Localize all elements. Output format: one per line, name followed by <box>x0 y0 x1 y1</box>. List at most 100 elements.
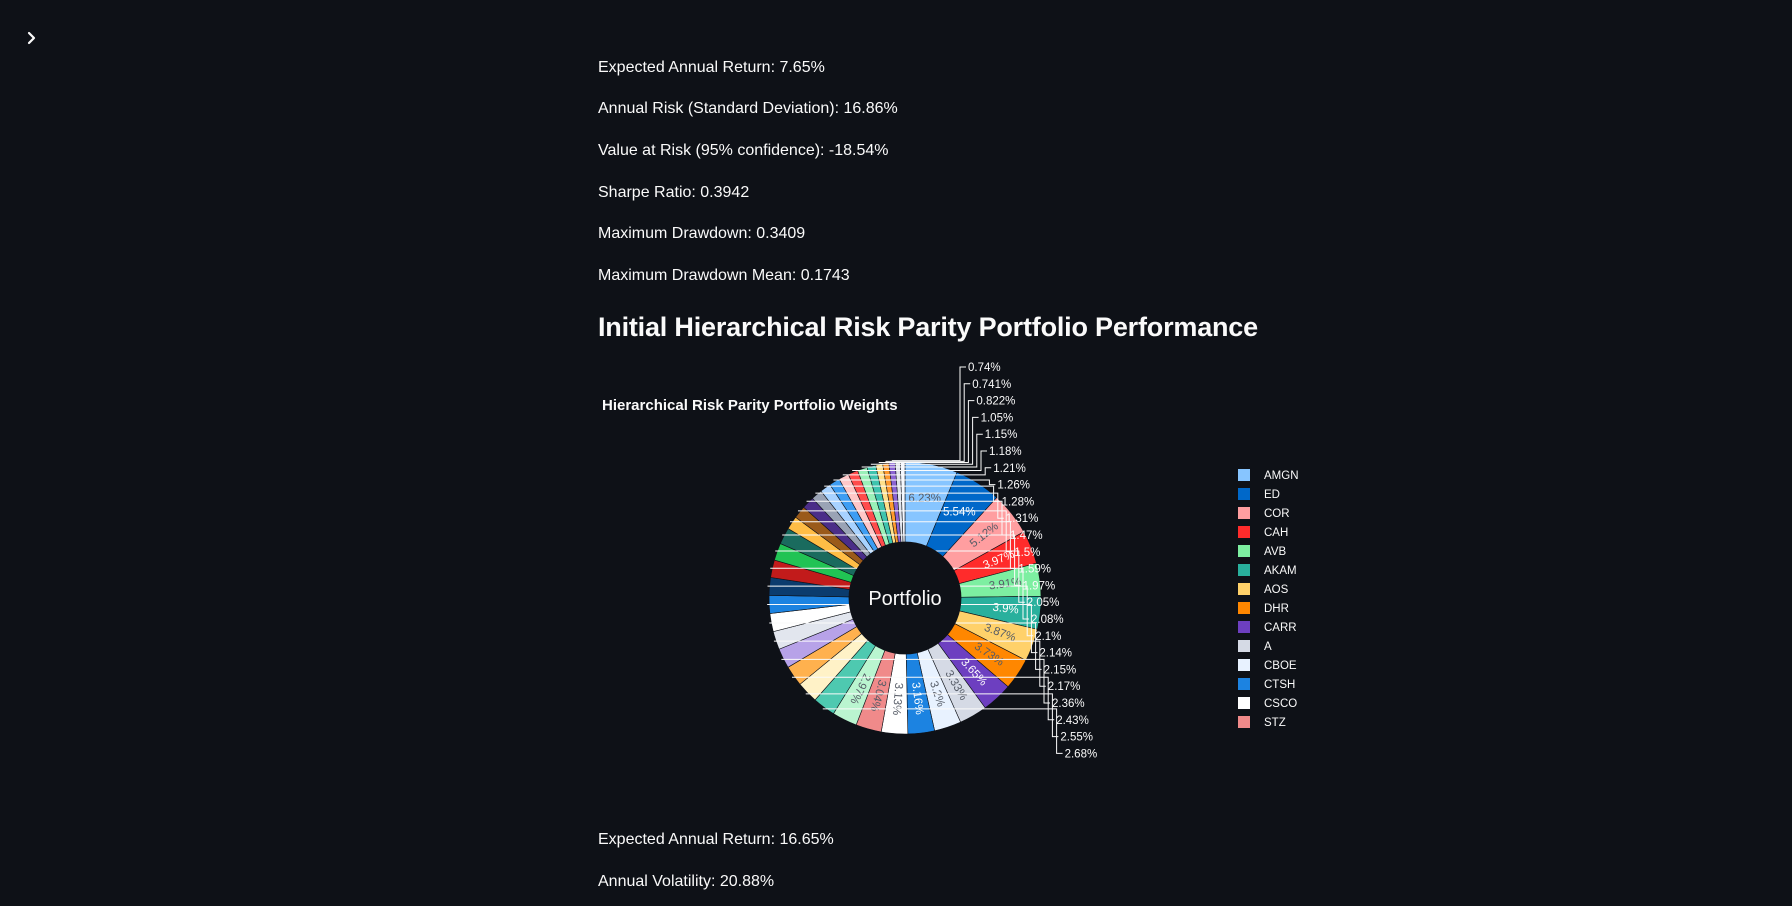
pie-data-label: 5.54% <box>943 507 976 519</box>
legend-item[interactable]: AOS <box>1238 583 1289 596</box>
pie-data-label: 2.68% <box>1065 748 1098 760</box>
legend-swatch <box>1238 640 1250 652</box>
sidebar-toggle-button[interactable] <box>18 24 46 52</box>
pie-data-label: 2.55% <box>1060 732 1093 744</box>
legend-label: A <box>1264 641 1272 653</box>
legend-item[interactable]: STZ <box>1238 716 1286 729</box>
pie-data-label: 0.822% <box>976 396 1015 408</box>
legend-item[interactable]: A <box>1238 640 1272 653</box>
pie-data-label: 0.741% <box>972 379 1011 391</box>
legend-label: CBOE <box>1264 660 1297 672</box>
pie-leader-line <box>842 467 992 476</box>
pie-leader-line <box>878 400 975 464</box>
pie-data-label: 2.43% <box>1056 715 1089 727</box>
pie-leader-line <box>797 510 1013 553</box>
legend-item[interactable]: CTSH <box>1238 678 1295 691</box>
pie-data-label: 2.17% <box>1048 681 1081 693</box>
pie-leader-line <box>833 479 996 486</box>
pie-data-label: 1.26% <box>997 480 1030 492</box>
pie-leader-line <box>822 708 1063 754</box>
pie-data-label: 2.36% <box>1052 698 1085 710</box>
pie-data-label: 2.14% <box>1039 648 1072 660</box>
pie-data-label: 1.31% <box>1006 513 1039 525</box>
legend-label: CARR <box>1264 622 1297 634</box>
legend-swatch <box>1238 697 1250 709</box>
legend-label: DHR <box>1264 603 1289 615</box>
pie-data-label: 1.47% <box>1010 530 1043 542</box>
legend-item[interactable]: COR <box>1238 507 1290 520</box>
page-section-title: Initial Hierarchical Risk Parity Portfol… <box>598 312 1258 342</box>
stat-bottom-expected-return: Expected Annual Return: 16.65% <box>598 831 834 848</box>
legend-swatch <box>1238 583 1250 595</box>
pie-data-label: 1.15% <box>985 429 1018 441</box>
pie-leader-line <box>791 676 1055 721</box>
stat-value-at-risk: Value at Risk (95% confidence): -18.54% <box>598 142 889 159</box>
legend-label: ED <box>1264 489 1280 501</box>
pie-data-label: 2.1% <box>1035 631 1061 643</box>
pie-data-label: 1.28% <box>1002 496 1035 508</box>
legend-label: AKAM <box>1264 565 1297 577</box>
pie-hole <box>848 541 962 655</box>
legend-swatch <box>1238 526 1250 538</box>
pie-data-label: 3.16% <box>909 682 925 716</box>
pie-leader-line <box>815 492 1004 519</box>
pie-leader-line <box>870 416 979 465</box>
legend-swatch <box>1238 602 1250 614</box>
legend-item[interactable]: CSCO <box>1238 697 1297 710</box>
legend-swatch <box>1238 621 1250 633</box>
legend-label: CSCO <box>1264 698 1297 710</box>
legend-swatch <box>1238 469 1250 481</box>
stat-expected-return: Expected Annual Return: 7.65% <box>598 59 825 76</box>
pie-data-label: 1.5% <box>1014 547 1040 559</box>
legend-label: CAH <box>1264 527 1288 539</box>
legend-item[interactable]: AMGN <box>1238 469 1299 482</box>
stat-max-drawdown: Maximum Drawdown: 0.3409 <box>598 225 806 242</box>
pie-leader-line <box>781 658 1050 704</box>
pie-leader-line <box>782 534 1021 586</box>
pie-data-label: 2.05% <box>1027 597 1060 609</box>
legend-label: AVB <box>1264 546 1286 558</box>
pie-leader-line <box>805 693 1059 738</box>
legend-swatch <box>1238 716 1250 728</box>
legend-item[interactable]: DHR <box>1238 602 1289 615</box>
pie-data-label: 0.74% <box>968 362 1001 374</box>
pie-chart-svg[interactable]: Hierarchical Risk Parity Portfolio Weigh… <box>598 355 1318 775</box>
stat-max-drawdown-mean: Maximum Drawdown Mean: 0.1743 <box>598 267 850 284</box>
pie-leader-line <box>861 433 983 468</box>
legend-swatch <box>1238 488 1250 500</box>
legend-item[interactable]: ED <box>1238 488 1280 501</box>
pie-data-label: 6.23% <box>908 493 941 505</box>
legend-item[interactable]: CBOE <box>1238 659 1297 672</box>
chart-legend[interactable]: AMGN ED COR CAH AVB AKAM AOS DHR CARR A CBOE CTSH CS… <box>1238 469 1299 729</box>
legend-label: CTSH <box>1264 679 1295 691</box>
stat-annual-risk: Annual Risk (Standard Deviation): 16.86% <box>598 100 898 117</box>
portfolio-weights-chart[interactable]: Hierarchical Risk Parity Portfolio Weigh… <box>598 355 1318 775</box>
stat-sharpe-ratio: Sharpe Ratio: 0.3942 <box>598 184 750 201</box>
legend-label: AMGN <box>1264 470 1299 482</box>
pie-data-label: 2.15% <box>1044 664 1077 676</box>
legend-item[interactable]: AVB <box>1238 545 1286 558</box>
legend-label: STZ <box>1264 717 1286 729</box>
legend-item[interactable]: CAH <box>1238 526 1288 539</box>
pie-data-label: 3.91% <box>988 576 1022 592</box>
legend-swatch <box>1238 507 1250 519</box>
pie-leader-line <box>891 366 966 462</box>
chevron-right-icon <box>27 31 36 45</box>
legend-item[interactable]: AKAM <box>1238 564 1297 577</box>
pie-data-label: 3.13% <box>890 682 904 715</box>
legend-swatch <box>1238 678 1250 690</box>
pie-data-label: 1.59% <box>1018 564 1051 576</box>
legend-swatch <box>1238 659 1250 671</box>
pie-leader-line <box>852 450 987 472</box>
legend-swatch <box>1238 564 1250 576</box>
legend-label: AOS <box>1264 584 1289 596</box>
pie-data-label: 1.21% <box>993 463 1026 475</box>
pie-data-label: 1.18% <box>989 446 1022 458</box>
legend-swatch <box>1238 545 1250 557</box>
pie-center-label: Portfolio <box>868 588 941 610</box>
legend-label: COR <box>1264 508 1290 520</box>
chart-title: Hierarchical Risk Parity Portfolio Weigh… <box>602 397 898 414</box>
pie-leader-line <box>885 383 971 462</box>
legend-item[interactable]: CARR <box>1238 621 1297 634</box>
pie-data-label: 1.97% <box>1023 580 1056 592</box>
